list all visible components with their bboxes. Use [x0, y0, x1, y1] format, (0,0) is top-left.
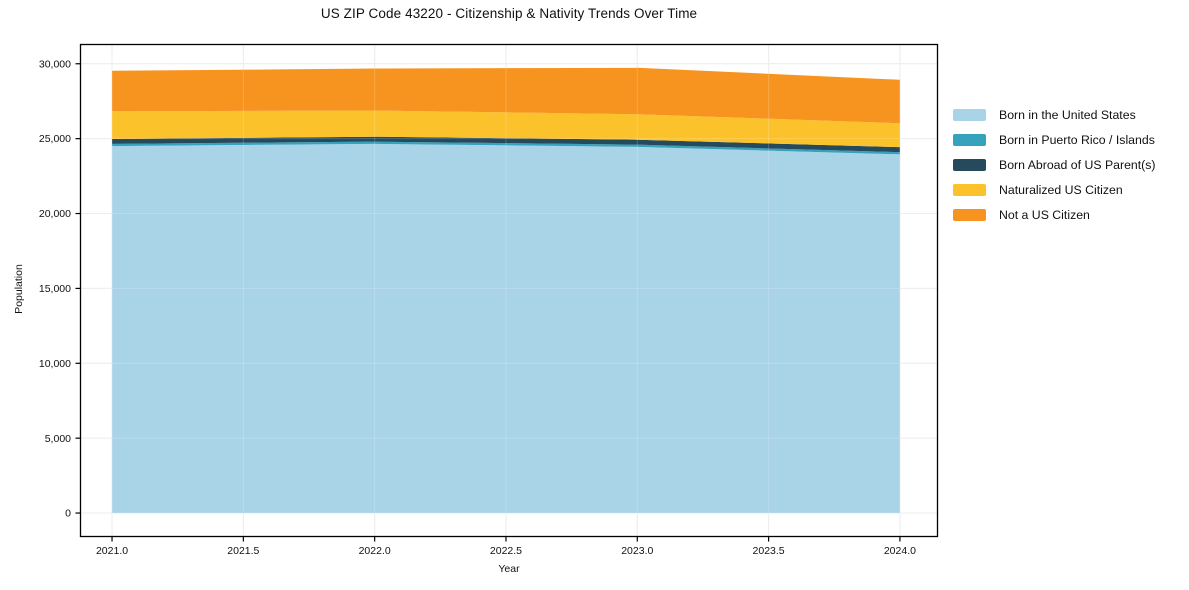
x-tick-label: 2021.0 [96, 545, 128, 557]
x-tick-label: 2022.5 [490, 545, 522, 557]
x-tick-label: 2022.0 [359, 545, 391, 557]
y-tick-label: 10,000 [39, 358, 71, 370]
area-series-1 [112, 141, 900, 155]
x-tick-label: 2021.5 [227, 545, 259, 557]
plot-area: 2021.0 2021.5 2022.0 2022.5 2023.0 2023.5 2024… [39, 43, 939, 557]
x-tick-label: 2024.0 [884, 545, 916, 557]
legend-item: Born Abroad of US Parent(s) [953, 152, 1156, 177]
legend-label: Not a US Citizen [999, 207, 1090, 222]
x-tick-label: 2023.0 [621, 545, 653, 557]
legend-label: Born Abroad of US Parent(s) [999, 157, 1156, 172]
y-tick-label: 15,000 [39, 283, 71, 295]
legend-label: Naturalized US Citizen [999, 182, 1123, 197]
legend: Born in the United States Born in Puerto … [953, 102, 1156, 227]
legend-label: Born in Puerto Rico / Islands [999, 132, 1155, 147]
legend-swatch [953, 208, 986, 221]
y-tick-label: 25,000 [39, 133, 71, 145]
legend-item: Naturalized US Citizen [953, 177, 1156, 202]
legend-item: Born in Puerto Rico / Islands [953, 127, 1156, 152]
legend-swatch [953, 133, 986, 146]
chart-title: US ZIP Code 43220 - Citizenship & Nativi… [320, 6, 698, 21]
x-tick-label: 2023.5 [753, 545, 785, 557]
y-axis-label: Population [13, 264, 25, 314]
y-tick-label: 20,000 [39, 208, 71, 220]
legend-swatch [953, 158, 986, 171]
axis-ticks: 2021.0 2021.5 2022.0 2022.5 2023.0 2023.5 2024… [39, 58, 916, 557]
area-series-4 [112, 67, 900, 124]
legend-label: Born in the United States [999, 107, 1136, 122]
y-tick-label: 0 [65, 508, 71, 520]
x-axis-label: Year [498, 563, 520, 575]
gridlines-over [80, 44, 938, 537]
legend-item: Not a US Citizen [953, 202, 1156, 227]
plot-border [79, 43, 939, 538]
area-series-3 [112, 110, 900, 148]
y-tick-label: 30,000 [39, 58, 71, 70]
legend-swatch [953, 108, 986, 121]
legend-swatch [953, 183, 986, 196]
area-series-2 [112, 136, 900, 153]
area-series-0 [112, 143, 900, 514]
legend-item: Born in the United States [953, 102, 1156, 127]
y-tick-label: 5,000 [45, 433, 71, 445]
